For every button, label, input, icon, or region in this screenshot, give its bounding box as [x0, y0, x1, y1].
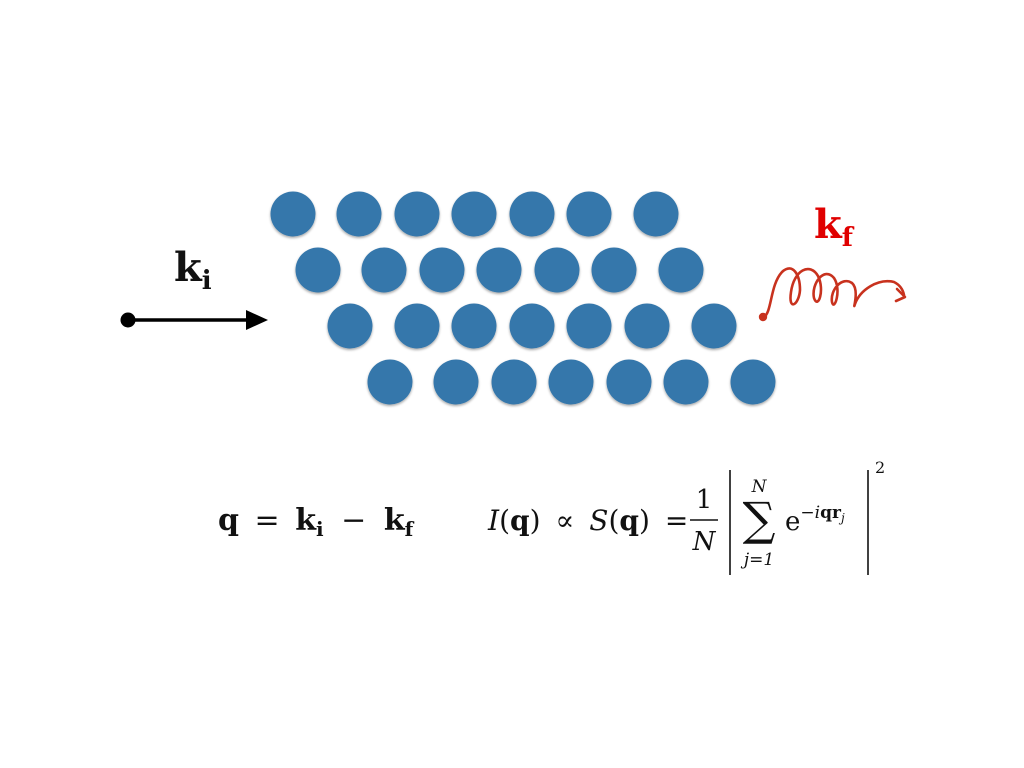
atom	[606, 359, 652, 405]
ki-label: ki	[174, 244, 212, 296]
atom	[394, 303, 440, 349]
intensity-expression: I(q) ∝ S(q) =	[487, 504, 688, 537]
arrow-right-icon	[120, 310, 268, 330]
atom	[624, 303, 670, 349]
momentum-transfer-equation: q = ki − kf	[218, 503, 415, 544]
atom	[336, 191, 382, 237]
atom	[476, 247, 522, 293]
summation-symbol: ∑	[743, 492, 776, 546]
atom	[633, 191, 679, 237]
fraction-denominator: N	[692, 527, 717, 557]
atom	[509, 303, 555, 349]
atom	[691, 303, 737, 349]
atom	[327, 303, 373, 349]
atom	[451, 303, 497, 349]
atom	[367, 359, 413, 405]
atom	[658, 247, 704, 293]
atom	[394, 191, 440, 237]
atom	[566, 191, 612, 237]
atom	[361, 247, 407, 293]
sum-lower-limit: j=1	[740, 550, 774, 570]
atom-lattice	[270, 191, 776, 405]
atom	[548, 359, 594, 405]
atom	[433, 359, 479, 405]
fraction-numerator: 1	[696, 485, 713, 515]
atom	[295, 247, 341, 293]
atom	[270, 191, 316, 237]
wavy-arrow-icon	[758, 267, 907, 322]
atom	[509, 191, 555, 237]
power-exponent: 2	[875, 458, 885, 477]
exponential-term: e−iqrj	[785, 503, 845, 537]
atom	[663, 359, 709, 405]
atom	[451, 191, 497, 237]
atom	[534, 247, 580, 293]
atom	[419, 247, 465, 293]
sum-upper-limit: N	[751, 477, 768, 497]
kf-label: kf	[814, 201, 855, 253]
atom	[730, 359, 776, 405]
atom	[566, 303, 612, 349]
atom	[591, 247, 637, 293]
atom	[491, 359, 537, 405]
structure-factor-equation: I(q) ∝ S(q) = 1 N N ∑ j=1 e−iqrj 2	[487, 458, 885, 575]
